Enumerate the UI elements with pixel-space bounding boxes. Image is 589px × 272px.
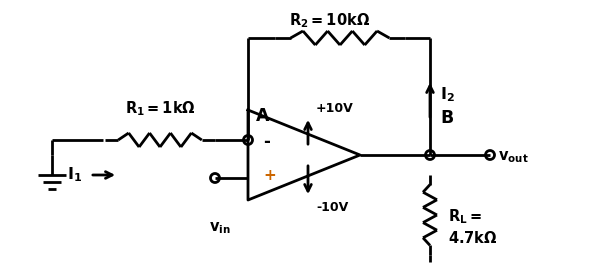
Text: A: A — [256, 107, 270, 125]
Text: $\mathbf{R_1}$$\mathbf{=1k\Omega}$: $\mathbf{R_1}$$\mathbf{=1k\Omega}$ — [125, 99, 196, 118]
Text: $\mathbf{R_L}$$\mathbf{=}$
$\mathbf{4.7k\Omega}$: $\mathbf{R_L}$$\mathbf{=}$ $\mathbf{4.7k… — [448, 208, 498, 246]
Text: +: + — [263, 168, 276, 184]
Text: $\mathbf{I_1}$: $\mathbf{I_1}$ — [67, 166, 82, 184]
Text: B: B — [440, 109, 454, 127]
Text: -: - — [263, 133, 270, 151]
Text: +10V: +10V — [316, 102, 354, 115]
Text: $\mathbf{R_2}$$\mathbf{=10k\Omega}$: $\mathbf{R_2}$$\mathbf{=10k\Omega}$ — [289, 11, 370, 30]
Text: $\mathbf{I_2}$: $\mathbf{I_2}$ — [440, 86, 455, 104]
Text: $\mathbf{v_{out}}$: $\mathbf{v_{out}}$ — [498, 149, 529, 165]
Text: $\mathbf{v_{in}}$: $\mathbf{v_{in}}$ — [209, 220, 231, 236]
Text: -10V: -10V — [316, 201, 348, 214]
